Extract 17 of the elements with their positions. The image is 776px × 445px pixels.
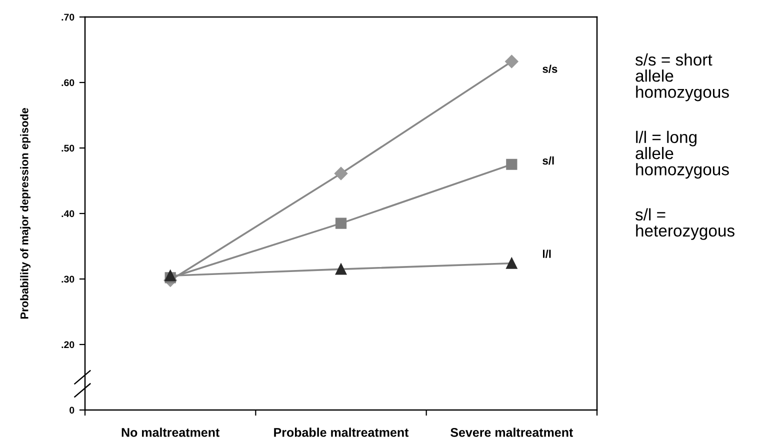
x-tick-label: No maltreatment (122, 428, 220, 437)
x-tick-label: Severe maltreatment (450, 428, 574, 437)
y-tick-label: .70 (62, 14, 74, 21)
y-tick-label: .50 (62, 144, 74, 152)
text: s/s (542, 64, 558, 73)
y-tick-label: .60 (62, 79, 74, 86)
y-tick-label: .30 (62, 276, 74, 283)
y-tick-label: 0 (70, 406, 74, 414)
x-tick-label: Probable maltreatment (274, 428, 409, 437)
text: s/s = short allele homozygous (635, 53, 729, 102)
y-tick-label: .20 (62, 341, 74, 348)
text: s/l (542, 156, 554, 165)
y-axis-title: Probability of major depression episode (20, 108, 31, 319)
y-tick-label: .40 (62, 210, 74, 218)
text: s/l = heterozygous (635, 208, 734, 240)
text: l/l (543, 250, 551, 258)
text: l/l = long allele homozygous (636, 130, 729, 179)
